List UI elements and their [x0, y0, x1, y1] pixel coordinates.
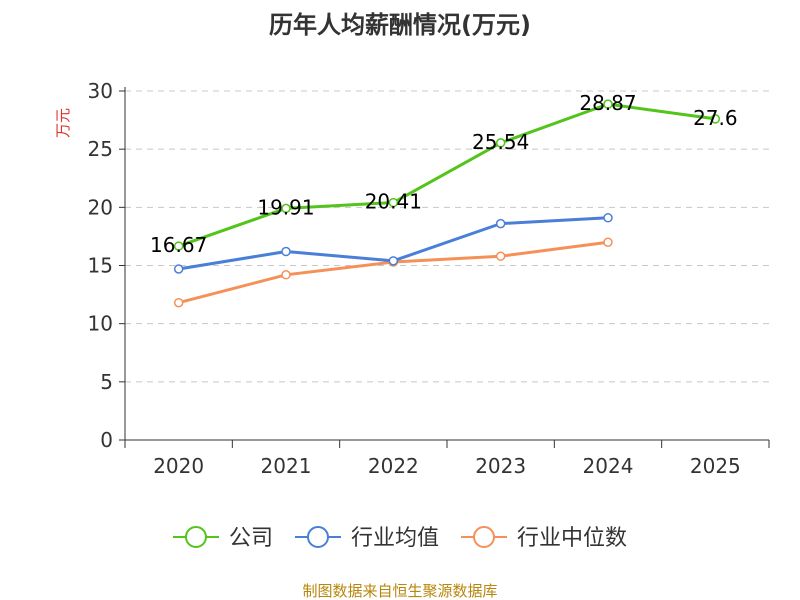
x-tick-label: 2020	[153, 454, 204, 478]
y-axis-label: 万元	[54, 108, 72, 138]
data-label: 16.67	[150, 233, 207, 257]
data-point	[173, 264, 184, 274]
y-tick-label: 20	[88, 195, 113, 219]
x-tick-label: 2022	[368, 454, 419, 478]
data-point	[388, 256, 399, 266]
y-tick-label: 10	[88, 312, 113, 336]
grid-lines	[125, 90, 769, 383]
data-point	[495, 138, 506, 148]
legend-item[interactable]: 公司	[172, 526, 273, 551]
series-line-0	[178, 102, 716, 248]
series-line-2	[178, 240, 609, 305]
legend-marker	[184, 526, 207, 548]
data-point	[281, 246, 291, 257]
legend: 公司 行业均值 行业中位数	[172, 526, 627, 551]
legend-marker	[473, 526, 496, 548]
source-note: 制图数据来自恒生聚源数据库	[302, 582, 497, 600]
legend-marker	[306, 526, 329, 548]
data-label: 19.91	[257, 195, 314, 219]
series	[173, 99, 721, 308]
data-label: 27.6	[693, 106, 738, 130]
data-point	[281, 203, 291, 214]
y-tick-label: 30	[88, 79, 113, 103]
legend-item[interactable]: 行业中位数	[461, 526, 627, 551]
x-tick-label: 2023	[475, 454, 526, 478]
y-tick-label: 5	[100, 370, 113, 394]
x-tick-label: 2024	[583, 454, 634, 478]
x-tick-label: 2025	[690, 454, 741, 478]
data-label: 28.87	[579, 91, 636, 115]
legend-label: 行业中位数	[517, 526, 627, 551]
legend-item[interactable]: 行业均值	[294, 526, 439, 551]
data-point	[603, 237, 613, 247]
data-point	[281, 270, 291, 280]
y-tick-label: 15	[88, 254, 113, 278]
data-point	[710, 114, 721, 124]
data-point	[603, 99, 613, 109]
data-label: 20.41	[365, 190, 422, 214]
data-point	[173, 297, 184, 308]
legend-label: 行业均值	[351, 526, 439, 551]
data-labels: 16.67 19.91 20.41 25.54 28.87 27.6	[150, 91, 738, 257]
x-tick-label: 2021	[261, 454, 312, 478]
data-point	[603, 213, 613, 223]
chart-title: 历年人均薪酬情况(万元)	[269, 11, 531, 39]
legend-label: 公司	[229, 526, 273, 551]
data-point	[173, 241, 184, 251]
data-point	[495, 218, 506, 229]
data-point	[388, 197, 399, 208]
data-label: 25.54	[472, 130, 529, 154]
y-tick-label: 0	[100, 428, 113, 452]
data-point	[495, 251, 506, 261]
y-tick-label: 25	[88, 137, 113, 161]
